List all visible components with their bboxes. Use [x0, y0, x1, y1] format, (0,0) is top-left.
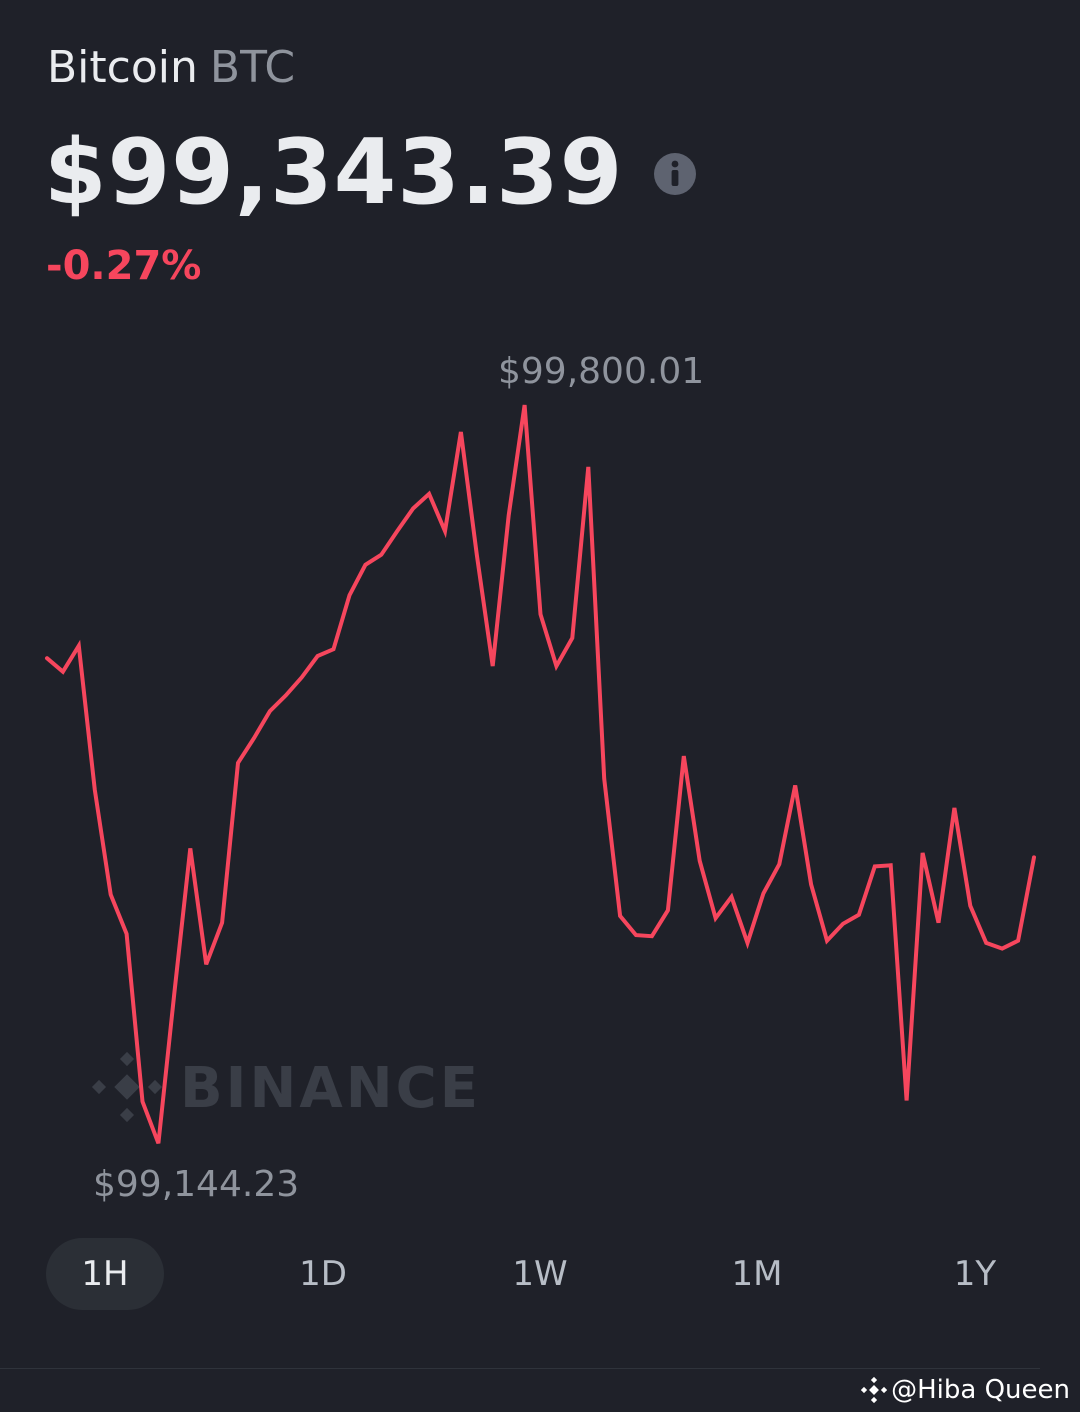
current-price: $99,343.39: [44, 120, 624, 225]
watermark-text: BINANCE: [180, 1056, 481, 1121]
binance-watermark: BINANCE: [91, 1051, 481, 1123]
asset-title: Bitcoin BTC: [47, 40, 295, 96]
chart-line-layer: [45, 404, 1036, 1145]
credit: @Hiba Queen: [861, 1372, 1070, 1408]
binance-logo-icon: [91, 1051, 163, 1123]
tab-1d[interactable]: 1D: [299, 1254, 347, 1294]
tab-1y[interactable]: 1Y: [953, 1254, 997, 1294]
timeframe-tabs: 1H 1D 1W 1M 1Y: [0, 1238, 1080, 1310]
asset-symbol: BTC: [209, 42, 296, 93]
chart-high-label: $99,800.01: [498, 351, 704, 392]
bottom-divider: [0, 1368, 1040, 1369]
price-change-percent: -0.27%: [46, 243, 202, 289]
tab-1m[interactable]: 1M: [731, 1254, 783, 1294]
credit-text: @Hiba Queen: [891, 1375, 1070, 1405]
chart-low-label: $99,144.23: [93, 1164, 299, 1205]
binance-logo-icon: [861, 1377, 888, 1403]
asset-name: Bitcoin: [47, 42, 198, 93]
tab-1h[interactable]: 1H: [46, 1238, 164, 1310]
price-series-line: [45, 404, 1036, 1145]
info-circle-icon[interactable]: [653, 152, 697, 196]
tab-1w[interactable]: 1W: [512, 1254, 568, 1294]
price-row: $99,343.39: [44, 118, 697, 228]
